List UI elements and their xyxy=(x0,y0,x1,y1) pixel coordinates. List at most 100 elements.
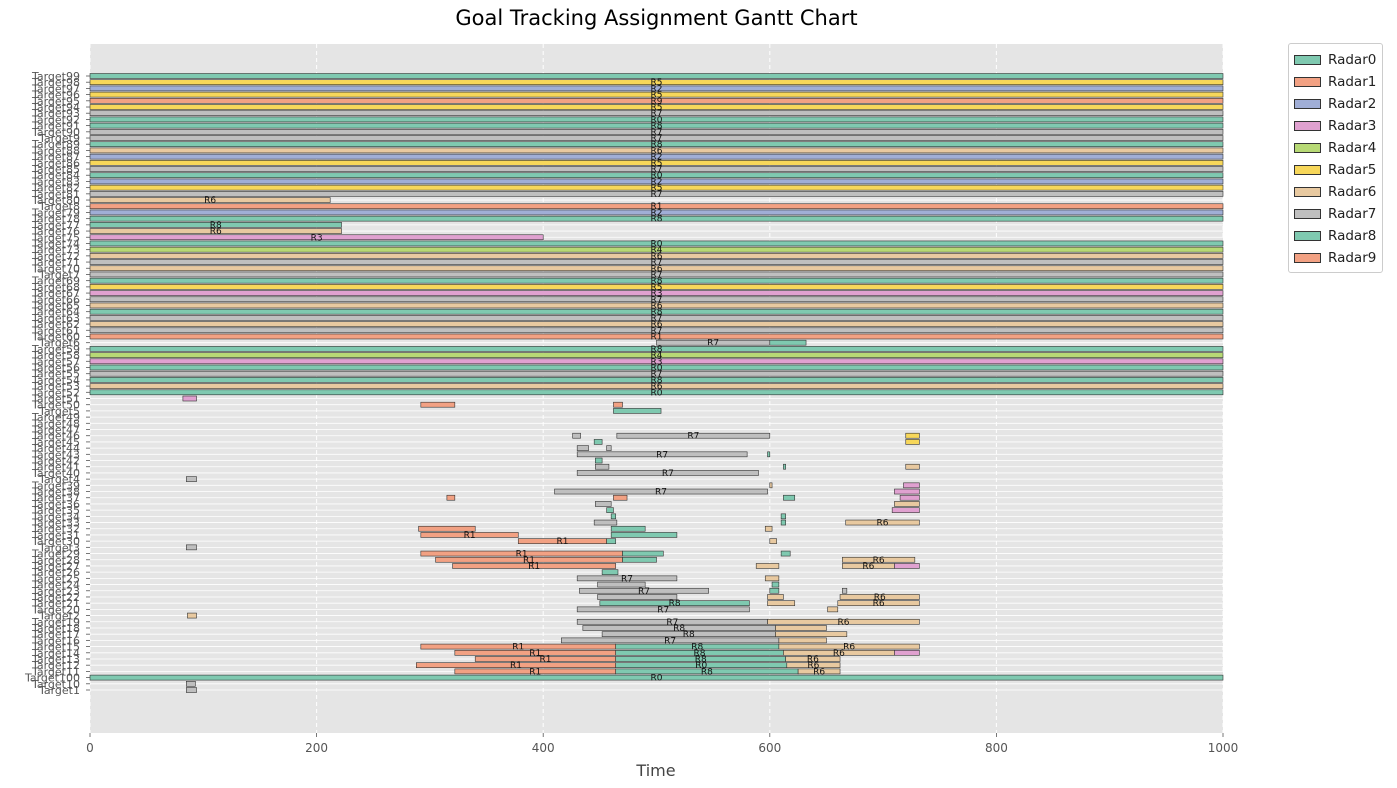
legend-label: Radar9 xyxy=(1328,250,1377,266)
bar-label: R6 xyxy=(651,146,663,156)
y-tick-label: Target73 xyxy=(31,244,80,257)
bar-label: R6 xyxy=(204,196,216,206)
bar-label: R6 xyxy=(833,649,845,659)
y-tick-label: Target82 xyxy=(31,182,80,195)
gantt-bar xyxy=(610,532,678,538)
y-tick-label: Target92 xyxy=(31,113,80,126)
gantt-bar xyxy=(420,401,456,408)
bar-label: R7 xyxy=(655,488,667,498)
bar-label: R7 xyxy=(651,314,663,324)
legend-item: Radar1 xyxy=(1289,71,1382,93)
y-tick-label: Target20 xyxy=(31,603,80,616)
y-tick-label: Target24 xyxy=(31,579,80,592)
gantt-bar xyxy=(597,581,646,588)
gantt-bar xyxy=(186,680,196,687)
bar-label: R8 xyxy=(651,376,663,386)
y-tick-label: Target77 xyxy=(31,219,80,232)
legend-item: Radar7 xyxy=(1289,203,1382,225)
bar-label: R2 xyxy=(651,84,663,94)
bar-label: R8 xyxy=(691,643,703,653)
y-tick-label: Target81 xyxy=(31,188,80,201)
gantt-bar xyxy=(780,519,786,526)
y-tick-label: Target36 xyxy=(31,498,80,511)
y-axis: Target1Target10Target100Target11Target12… xyxy=(24,70,90,697)
bar-label: R1 xyxy=(510,661,522,671)
bar-label: R4 xyxy=(651,351,663,361)
gantt-bar xyxy=(610,525,646,532)
y-tick-label: Target94 xyxy=(31,101,80,114)
gantt-bar xyxy=(767,594,784,600)
y-tick-label: Target99 xyxy=(31,70,80,83)
gantt-bar xyxy=(613,408,662,414)
bar-label: R8 xyxy=(695,655,707,665)
legend-label: Radar2 xyxy=(1328,96,1377,112)
legend: Radar0 Radar1 Radar2 Radar3 Radar4 Radar5 Rada… xyxy=(1288,43,1383,273)
y-tick-label: Target70 xyxy=(31,262,80,275)
y-tick-label: Target78 xyxy=(31,213,80,226)
gantt-bar xyxy=(593,519,618,526)
gantt-bar xyxy=(905,463,920,470)
bar-label: R8 xyxy=(701,667,713,677)
bar-label: R7 xyxy=(651,270,663,280)
bar-label: R0 xyxy=(651,115,663,125)
y-tick-label: Target3 xyxy=(38,541,80,554)
y-tick-label: Target2 xyxy=(38,610,80,623)
x-tick-label: 0 xyxy=(86,741,94,755)
legend-swatch xyxy=(1294,99,1321,109)
legend-swatch xyxy=(1294,253,1321,263)
bar-label: R8 xyxy=(673,624,685,634)
y-tick-label: Target100 xyxy=(24,672,80,685)
y-tick-label: Target45 xyxy=(31,436,80,449)
gantt-bar xyxy=(894,649,920,656)
gantt-bar xyxy=(780,550,791,557)
bar-label: R5 xyxy=(651,184,663,194)
y-tick-label: Target79 xyxy=(31,206,80,219)
y-tick-label: Target52 xyxy=(31,386,80,399)
y-tick-label: Target53 xyxy=(31,380,80,393)
y-tick-label: Target58 xyxy=(31,349,80,362)
y-tick-label: Target32 xyxy=(31,523,80,536)
bar-label: R3 xyxy=(311,233,323,243)
y-tick-label: Target14 xyxy=(31,647,80,660)
gantt-bar xyxy=(595,463,610,470)
legend-label: Radar7 xyxy=(1328,206,1377,222)
bar-label: R6 xyxy=(807,661,819,671)
y-tick-label: Target55 xyxy=(31,368,80,381)
bar-label: R1 xyxy=(523,556,535,566)
y-tick-label: Target31 xyxy=(31,529,80,542)
y-tick-label: Target95 xyxy=(31,95,80,108)
y-tick-label: Target83 xyxy=(31,175,80,188)
y-tick-label: Target22 xyxy=(31,591,80,604)
gantt-bar xyxy=(769,538,777,544)
gantt-bar xyxy=(837,600,920,606)
legend-label: Radar4 xyxy=(1328,140,1377,156)
bar-label: R1 xyxy=(516,550,528,560)
gantt-bar xyxy=(894,563,920,569)
bar-label: R6 xyxy=(813,667,825,677)
bar-label: R7 xyxy=(638,587,650,597)
bar-label: R6 xyxy=(807,655,819,665)
bar-label: R7 xyxy=(651,128,663,138)
y-tick-label: Target97 xyxy=(31,82,80,95)
gantt-bar xyxy=(783,463,786,470)
bar-label: R6 xyxy=(651,301,663,311)
gantt-bar xyxy=(601,569,619,575)
legend-item: Radar0 xyxy=(1289,49,1382,71)
legend-swatch xyxy=(1294,209,1321,219)
bar-label: R7 xyxy=(687,432,699,442)
y-tick-label: Target12 xyxy=(31,659,80,672)
y-tick-label: Target89 xyxy=(31,138,80,151)
gantt-bar xyxy=(769,339,807,346)
x-axis: 0 200 400 600 800 1000 xyxy=(86,733,1238,755)
y-tick-label: Target76 xyxy=(31,225,80,238)
gantt-bar xyxy=(903,482,920,489)
x-tick-label: 200 xyxy=(305,741,328,755)
gantt-bar xyxy=(785,656,841,662)
gantt-bar xyxy=(894,501,920,507)
y-tick-label: Target71 xyxy=(31,256,80,269)
bar-label: R1 xyxy=(464,531,476,541)
y-tick-label: Target7 xyxy=(38,268,80,281)
gantt-bar xyxy=(616,432,771,439)
gantt-bar xyxy=(186,476,197,482)
